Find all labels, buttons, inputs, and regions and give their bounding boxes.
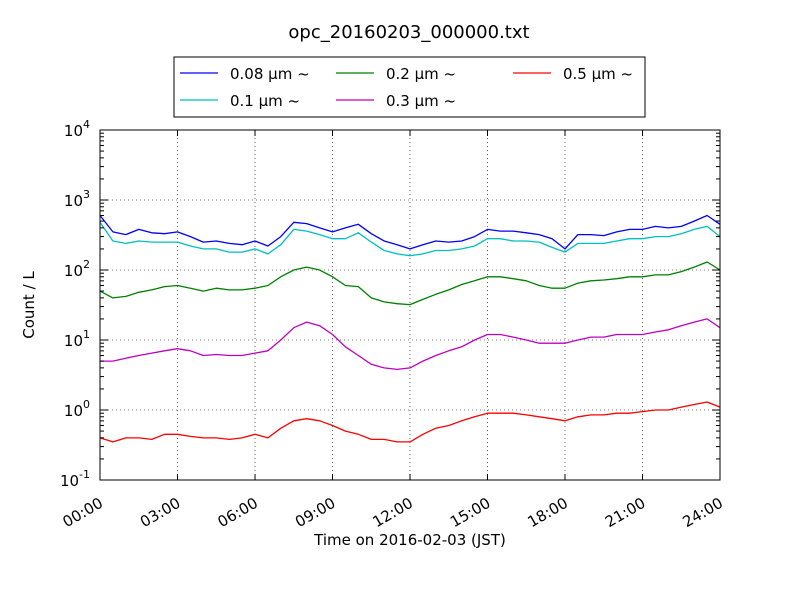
legend-label-4: 0.5 μm ~: [563, 65, 633, 83]
axis-ticks: 00:00 03:00 06:00 09:00 12:00 15:00 18:00 21:00…: [60, 118, 726, 531]
x-tick-label: 15:00: [447, 494, 493, 531]
series-line-2: [99, 261, 721, 306]
series-lines: [99, 214, 721, 443]
x-tick-label: 12:00: [370, 494, 416, 531]
y-tick-label: 100: [64, 398, 90, 420]
y-axis-label: Count / L: [20, 271, 38, 339]
legend-label-3: 0.3 μm ~: [386, 92, 456, 110]
x-tick-label: 18:00: [525, 494, 571, 531]
y-tick-label: 101: [64, 328, 90, 350]
legend: 0.08 μm ~ 0.1 μm ~ 0.2 μm ~ 0.3 μm ~ 0.5 μm …: [173, 56, 646, 118]
x-tick-label: 21:00: [602, 494, 648, 531]
x-tick-label: 03:00: [137, 494, 183, 531]
series-line-1: [99, 221, 721, 257]
chart-title: opc_20160203_000000.txt: [288, 22, 529, 43]
legend-box: [173, 56, 646, 118]
series-line-3: [100, 318, 721, 371]
x-tick-label: 00:00: [60, 494, 106, 531]
legend-label-1: 0.1 μm ~: [230, 92, 300, 110]
x-axis-label: Time on 2016-02-03 (JST): [313, 531, 506, 549]
series-line-0: [99, 214, 721, 250]
legend-label-0: 0.08 μm ~: [230, 65, 310, 83]
legend-label-2: 0.2 μm ~: [386, 65, 456, 83]
y-tick-label: 104: [64, 118, 90, 140]
x-tick-label: 09:00: [292, 494, 338, 531]
y-tick-label: 103: [64, 188, 90, 210]
series-line-4: [99, 401, 721, 443]
x-tick-label: 06:00: [215, 494, 261, 531]
x-tick-label: 24:00: [680, 494, 726, 531]
grid-lines: [100, 130, 720, 480]
y-tick-label: 102: [64, 258, 90, 280]
y-tick-label: 10-1: [60, 468, 90, 490]
